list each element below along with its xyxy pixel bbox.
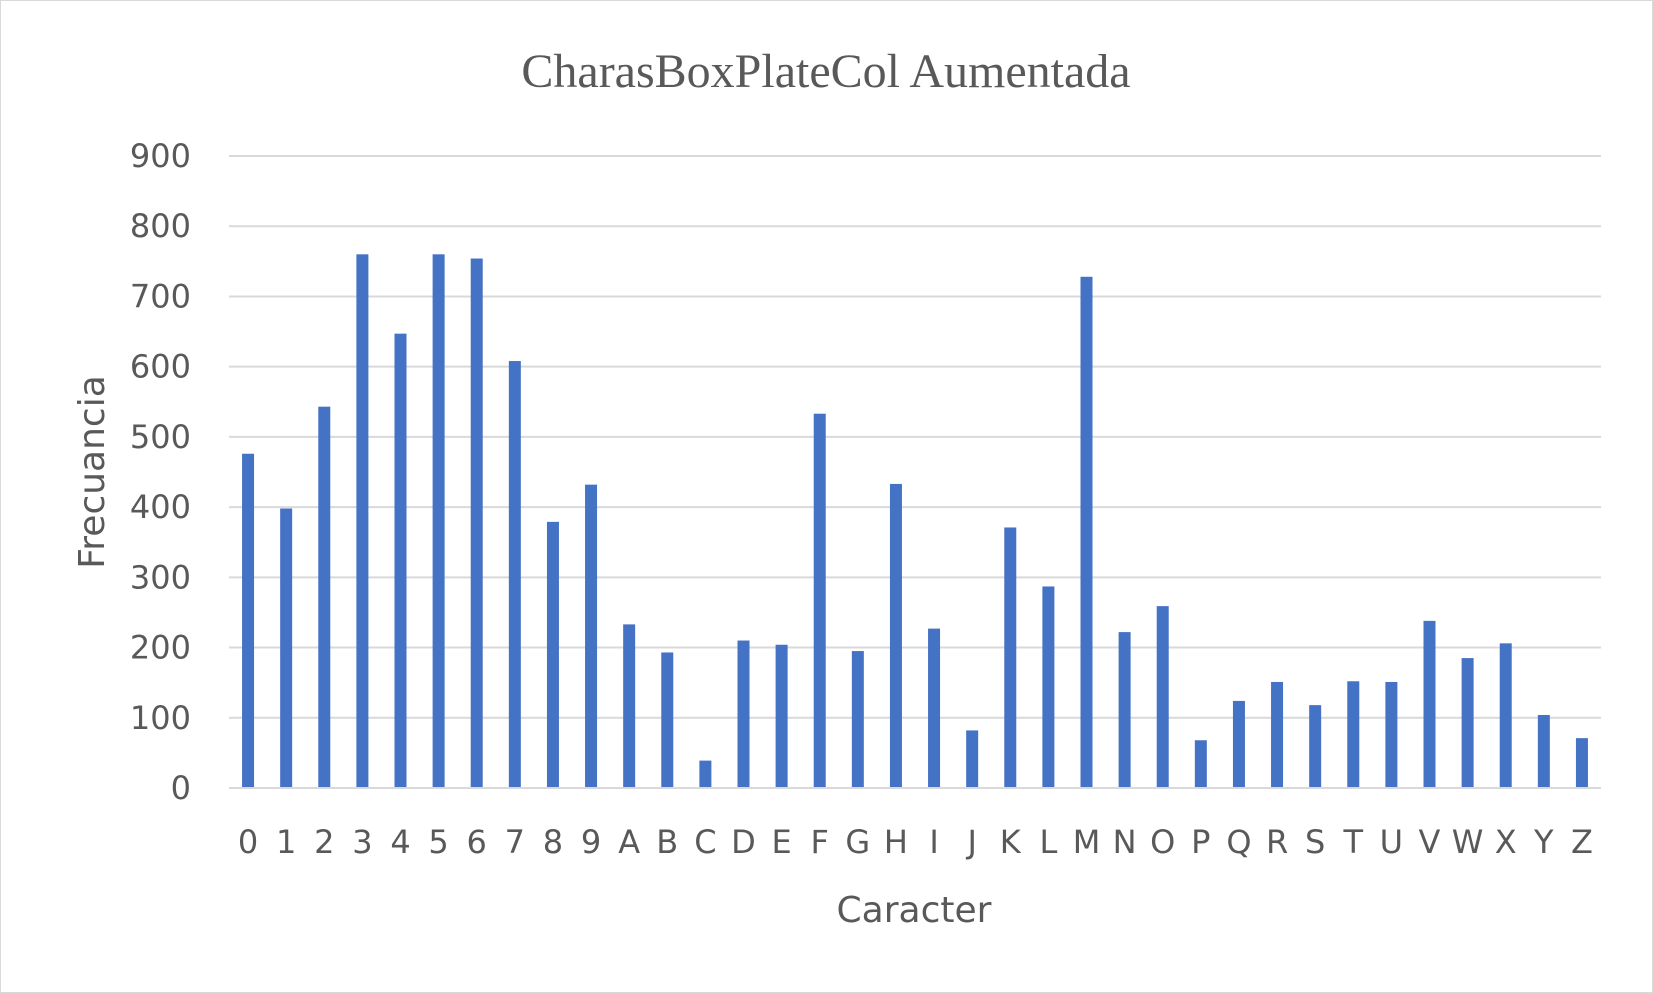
x-tick-label: X — [1495, 823, 1517, 861]
bar-O — [1156, 606, 1169, 788]
bar-B — [661, 652, 674, 788]
y-tick-label: 0 — [171, 769, 191, 807]
x-tick-label: C — [694, 823, 716, 861]
bar-1 — [280, 508, 293, 788]
x-tick-label: 9 — [581, 823, 601, 861]
bar-3 — [356, 254, 369, 789]
bar-9 — [585, 484, 598, 788]
x-tick-label: M — [1073, 823, 1101, 861]
bar-7 — [508, 361, 521, 788]
bar-H — [889, 483, 902, 788]
bar-P — [1194, 740, 1207, 788]
bar-A — [623, 624, 636, 788]
bar-2 — [318, 406, 331, 788]
bar-4 — [394, 333, 407, 788]
x-tick-label: Y — [1533, 823, 1554, 861]
bar-L — [1042, 586, 1055, 788]
x-tick-label: 1 — [276, 823, 296, 861]
bar-D — [737, 640, 750, 788]
bar-V — [1423, 620, 1436, 788]
x-tick-label: W — [1452, 823, 1484, 861]
y-tick-label: 600 — [130, 348, 191, 386]
chart-title: CharasBoxPlateCol Aumentada — [521, 45, 1130, 98]
y-tick-label: 800 — [130, 207, 191, 245]
bar-E — [775, 644, 788, 788]
bars — [242, 254, 1588, 789]
y-tick-label: 300 — [130, 558, 191, 596]
bar-M — [1080, 276, 1093, 788]
bar-X — [1499, 643, 1512, 788]
x-tick-label: Q — [1226, 823, 1251, 861]
bar-Y — [1537, 714, 1550, 788]
bar-F — [813, 413, 826, 788]
x-tick-label: U — [1380, 823, 1403, 861]
y-tick-label: 100 — [130, 699, 191, 737]
x-tick-label: O — [1150, 823, 1175, 861]
bar-C — [699, 760, 712, 788]
bar-U — [1385, 681, 1398, 788]
x-tick-label: G — [845, 823, 870, 861]
y-axis-title: Frecuancia — [72, 375, 113, 569]
bar-G — [851, 651, 864, 788]
x-tick-label: L — [1039, 823, 1057, 861]
bar-0 — [242, 453, 255, 788]
x-tick-label: 4 — [390, 823, 410, 861]
x-tick-label: F — [811, 823, 829, 861]
x-tick-label: 0 — [238, 823, 258, 861]
bar-W — [1461, 658, 1474, 788]
x-tick-label: D — [731, 823, 756, 861]
bar-R — [1271, 681, 1284, 788]
bar-J — [966, 730, 979, 788]
bar-N — [1118, 632, 1131, 788]
x-tick-label: 7 — [505, 823, 525, 861]
bar-Q — [1232, 700, 1245, 788]
bar-8 — [546, 521, 559, 788]
bar-T — [1347, 681, 1360, 788]
bar-5 — [432, 254, 445, 789]
x-tick-label: E — [772, 823, 792, 861]
x-tick-label: 8 — [543, 823, 563, 861]
x-tick-label: P — [1191, 823, 1210, 861]
x-axis-title: Caracter — [837, 890, 992, 931]
x-tick-label: S — [1305, 823, 1325, 861]
gridlines — [229, 155, 1601, 719]
bar-6 — [470, 258, 483, 789]
x-tick-label: 3 — [352, 823, 372, 861]
y-axis-ticks: 0 100 200 300 400 500 600 700 800 900 — [130, 137, 191, 807]
x-tick-label: N — [1113, 823, 1137, 861]
x-tick-label: H — [884, 823, 908, 861]
x-tick-label: V — [1419, 823, 1441, 861]
x-tick-label: T — [1343, 823, 1364, 861]
x-tick-label: A — [618, 823, 640, 861]
y-tick-label: 700 — [130, 277, 191, 315]
x-tick-label: B — [656, 823, 678, 861]
bar-Z — [1575, 738, 1588, 788]
x-tick-label: 6 — [467, 823, 487, 861]
x-tick-label: I — [929, 823, 938, 861]
x-tick-label: J — [965, 823, 976, 861]
x-tick-label: R — [1266, 823, 1288, 861]
x-tick-label: Z — [1571, 823, 1593, 861]
bar-I — [928, 628, 941, 788]
y-tick-label: 500 — [130, 418, 191, 456]
x-tick-label: K — [1000, 823, 1022, 861]
x-tick-label: 5 — [428, 823, 448, 861]
y-tick-label: 200 — [130, 629, 191, 667]
y-tick-label: 400 — [130, 488, 191, 526]
x-tick-label: 2 — [314, 823, 334, 861]
y-tick-label: 900 — [130, 137, 191, 175]
bar-K — [1004, 527, 1017, 788]
bar-S — [1309, 705, 1322, 788]
